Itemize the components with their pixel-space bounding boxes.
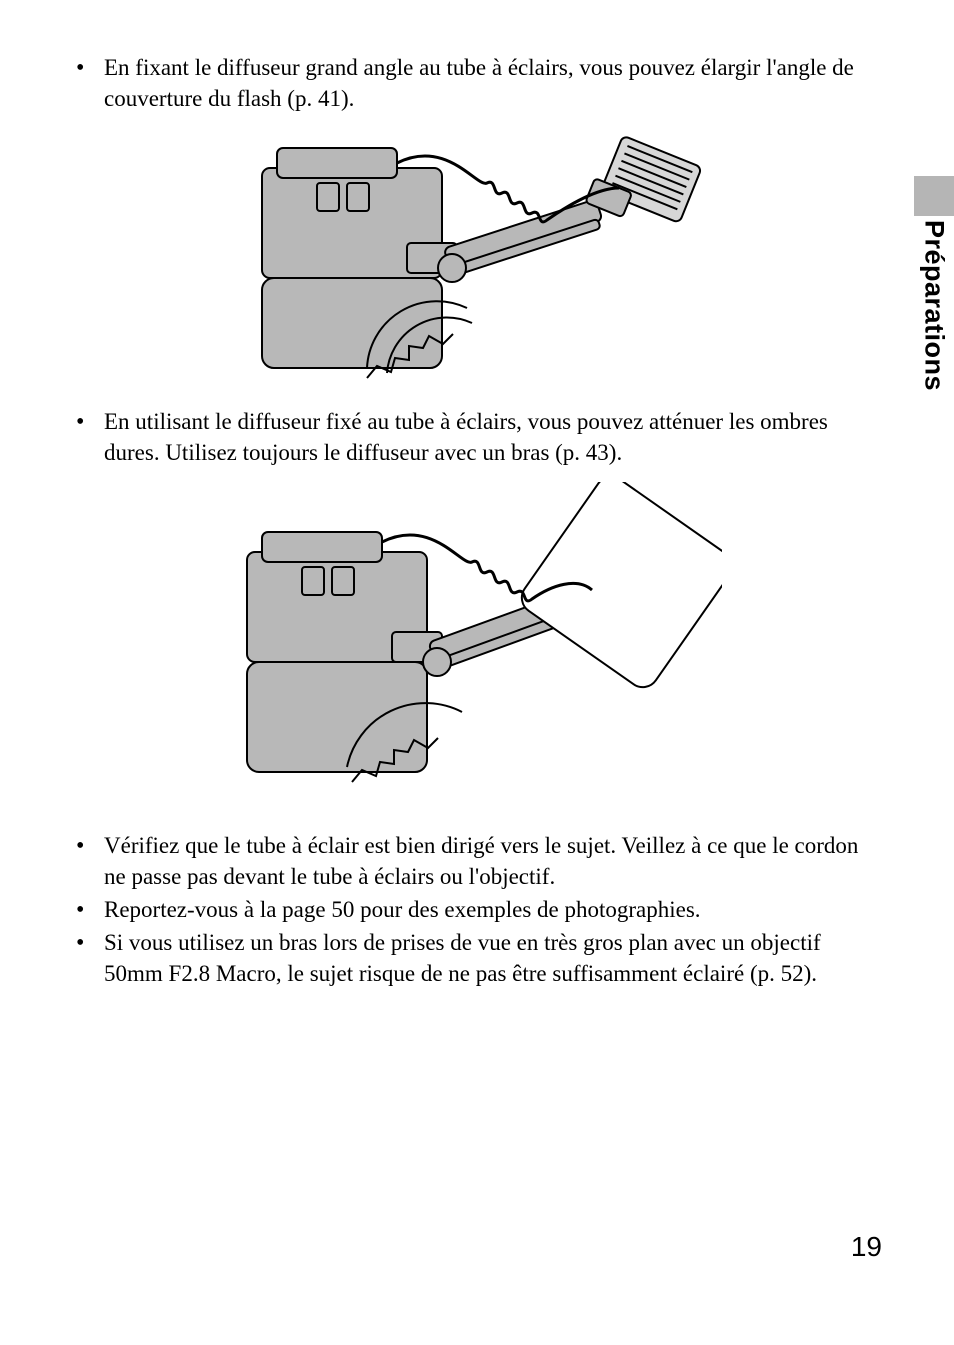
bullet-item: Reportez-vous à la page 50 pour des exem… [70,894,884,925]
figure-soft-diffuser [70,482,884,812]
section-tab: Préparations [914,176,954,406]
tab-marker [914,176,954,216]
bullet-text: Si vous utilisez un bras lors de prises … [104,930,821,986]
bullet-text: En utilisant le diffuseur fixé au tube à… [104,409,828,465]
bullet-list-top: En fixant le diffuseur grand angle au tu… [70,52,884,114]
bullet-text: Reportez-vous à la page 50 pour des exem… [104,897,701,922]
illustration-camera-wide-diffuser [247,128,707,388]
bullet-list-mid: En utilisant le diffuseur fixé au tube à… [70,406,884,468]
illustration-camera-soft-diffuser [232,482,722,812]
page-number: 19 [851,1231,882,1263]
figure-wide-angle-diffuser [70,128,884,388]
bullet-item: En utilisant le diffuseur fixé au tube à… [70,406,884,468]
bullet-item: En fixant le diffuseur grand angle au tu… [70,52,884,114]
tab-label: Préparations [914,220,954,406]
bullet-text: En fixant le diffuseur grand angle au tu… [104,55,854,111]
bullet-text: Vérifiez que le tube à éclair est bien d… [104,833,858,889]
bullet-item: Vérifiez que le tube à éclair est bien d… [70,830,884,892]
manual-page: En fixant le diffuseur grand angle au tu… [0,0,954,1345]
bullet-item: Si vous utilisez un bras lors de prises … [70,927,884,989]
bullet-list-bottom: Vérifiez que le tube à éclair est bien d… [70,830,884,989]
